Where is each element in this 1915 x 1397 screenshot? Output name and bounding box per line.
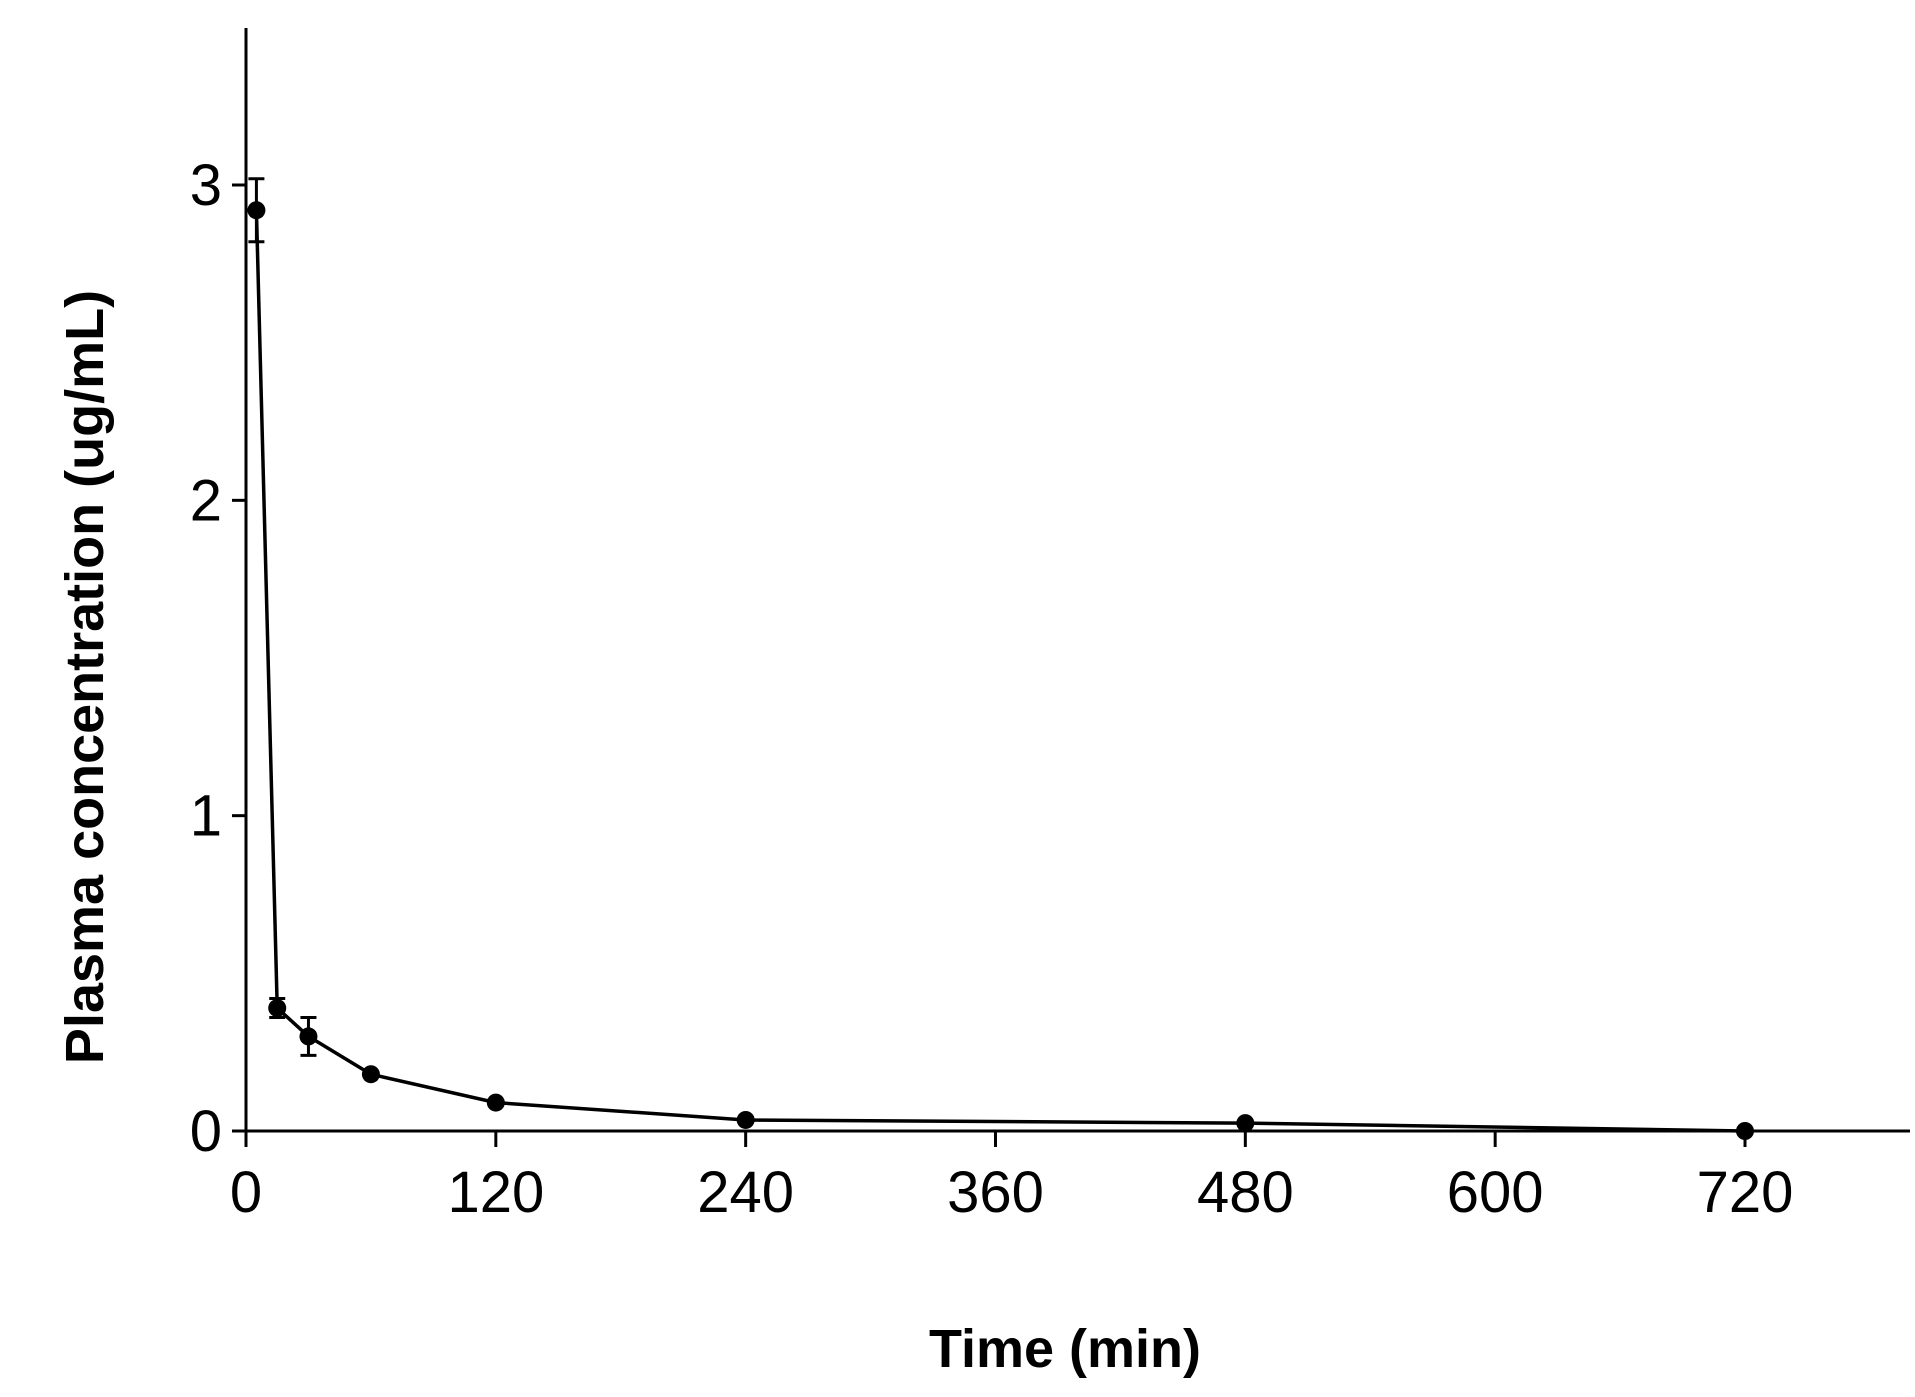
x-tick-label: 600 [1447, 1160, 1544, 1225]
series-line [254, 210, 1746, 1133]
data-point [486, 1093, 505, 1112]
x-tick-label: 240 [697, 1160, 794, 1225]
x-tick-label: 480 [1197, 1160, 1294, 1225]
data-point [299, 1027, 318, 1046]
y-tick-label: 2 [190, 468, 222, 533]
data-point [1236, 1114, 1255, 1133]
data-point [268, 999, 287, 1018]
y-tick-label: 3 [190, 153, 222, 218]
x-tick-label: 120 [447, 1160, 544, 1225]
x-axis-ticks: 0 120 240 360 480 600 720 [230, 1131, 1794, 1225]
x-tick-label: 720 [1697, 1160, 1794, 1225]
x-axis-title: Time (min) [929, 1319, 1201, 1379]
y-tick-label: 1 [190, 784, 222, 849]
data-point [1736, 1122, 1754, 1140]
x-tick-label: 0 [230, 1160, 262, 1225]
data-point [361, 1065, 380, 1084]
x-tick-label: 360 [947, 1160, 1044, 1225]
y-axis-ticks: 0 1 2 3 [190, 153, 246, 1164]
plot-area [247, 177, 1754, 1140]
y-tick-label: 0 [190, 1099, 222, 1164]
data-point [736, 1110, 755, 1129]
chart-axes [244, 28, 1910, 1133]
data-point [247, 201, 266, 220]
y-axis-title: Plasma concentration (ug/mL) [55, 290, 115, 1064]
